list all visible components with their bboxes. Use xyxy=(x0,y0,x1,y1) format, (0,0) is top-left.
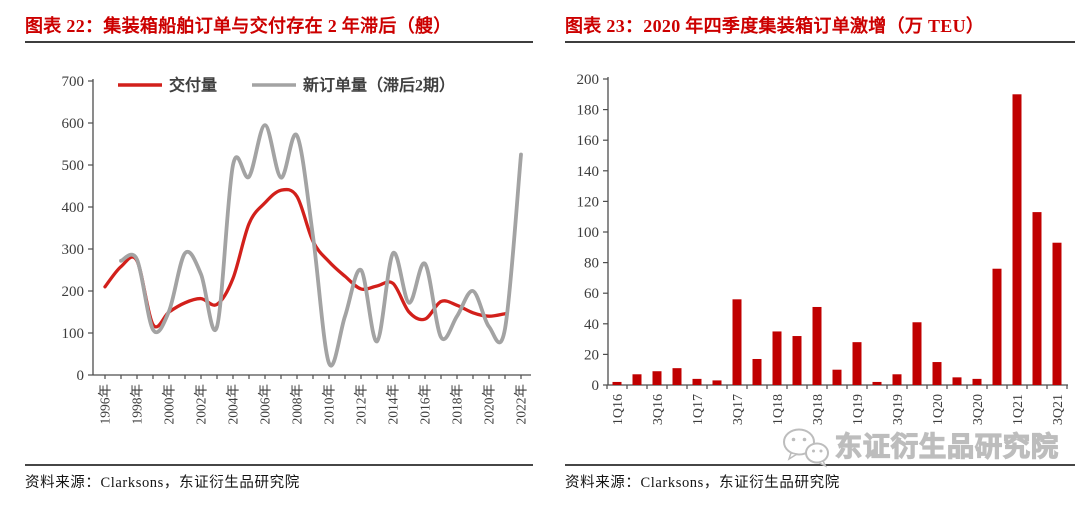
bar-2Q21 xyxy=(1032,212,1042,385)
y-tick-label: 200 xyxy=(577,72,600,88)
x-tick-label: 2002年 xyxy=(194,384,209,425)
bar-3Q17 xyxy=(732,299,742,385)
bar-2Q19 xyxy=(872,381,882,385)
bar-4Q16 xyxy=(672,368,682,385)
y-tick-label: 80 xyxy=(584,256,599,272)
bar-3Q19 xyxy=(892,374,902,385)
y-tick-label: 100 xyxy=(62,326,85,342)
y-tick-label: 700 xyxy=(62,74,85,90)
x-tick-label: 2022年 xyxy=(514,384,529,425)
y-tick-label: 200 xyxy=(62,284,85,300)
x-tick-label: 3Q16 xyxy=(651,394,666,425)
x-tick-label: 1Q19 xyxy=(851,394,866,425)
y-tick-label: 60 xyxy=(584,286,599,302)
bar-4Q19 xyxy=(912,322,922,385)
y-tick-label: 180 xyxy=(577,103,600,119)
x-tick-label: 3Q18 xyxy=(811,394,826,425)
bar-3Q20 xyxy=(972,378,982,385)
bar-2Q18 xyxy=(792,336,802,385)
figure-23-source: 资料来源：Clarksons，东证衍生品研究院 xyxy=(565,475,840,491)
x-tick-label: 2006年 xyxy=(258,384,273,425)
x-tick-label: 2004年 xyxy=(226,384,241,425)
y-tick-label: 400 xyxy=(62,200,85,216)
x-tick-label: 1Q18 xyxy=(771,394,786,425)
bar-4Q18 xyxy=(832,369,842,385)
bar-4Q20 xyxy=(992,268,1002,385)
new-orders-line xyxy=(119,123,523,368)
x-tick-label: 1998年 xyxy=(130,384,145,425)
figure-22-source-divider xyxy=(25,464,533,466)
y-tick-label: 120 xyxy=(577,194,600,210)
x-tick-label: 3Q20 xyxy=(971,394,986,425)
figure-23-source-divider xyxy=(565,464,1075,466)
bar-4Q17 xyxy=(752,358,762,385)
bar-2Q17 xyxy=(712,380,722,385)
bar-3Q21 xyxy=(1052,242,1062,385)
bar-1Q21 xyxy=(1012,94,1022,386)
y-tick-label: 160 xyxy=(577,133,600,149)
x-tick-label: 1996年 xyxy=(98,384,113,425)
x-tick-label: 1Q17 xyxy=(691,394,706,425)
y-tick-label: 40 xyxy=(584,317,599,333)
x-tick-label: 1Q20 xyxy=(931,394,946,425)
y-tick-label: 20 xyxy=(584,347,599,363)
legend-label: 交付量 xyxy=(169,76,217,95)
figure-22-title: 图表 22：集装箱船舶订单与交付存在 2 年滞后（艘） xyxy=(25,16,452,36)
x-tick-label: 2012年 xyxy=(354,384,369,425)
x-tick-label: 2018年 xyxy=(450,384,465,425)
container-orders-bar-chart: 0 20 40 60 80 100 120 140 160 180 200 1Q16 3Q16 1Q17 3… xyxy=(577,72,1068,425)
x-tick-label: 2016年 xyxy=(418,384,433,425)
wechat-icon xyxy=(783,428,829,468)
y-tick-label: 500 xyxy=(62,158,85,174)
bar-1Q19 xyxy=(852,342,862,385)
x-tick-label: 2000年 xyxy=(162,384,177,425)
y-tick-label: 600 xyxy=(62,116,85,132)
y-tick-label: 140 xyxy=(577,164,600,180)
watermark: 东证衍生品研究院 xyxy=(779,426,1059,468)
x-tick-label: 2014年 xyxy=(386,384,401,425)
watermark-text: 东证衍生品研究院 xyxy=(834,431,1059,462)
bar-1Q20 xyxy=(932,362,942,385)
bar-2Q20 xyxy=(952,377,962,385)
figure-23-title-underline xyxy=(565,41,1075,43)
y-tick-label: 0 xyxy=(77,368,85,384)
x-tick-label: 2010年 xyxy=(322,384,337,425)
y-tick-label: 100 xyxy=(577,225,600,241)
y-tick-label: 0 xyxy=(592,378,600,394)
bar-3Q16 xyxy=(652,371,662,385)
figure-23-title: 图表 23：2020 年四季度集装箱订单激增（万 TEU） xyxy=(565,16,985,36)
bar-2Q16 xyxy=(632,374,642,385)
bar-1Q17 xyxy=(692,378,702,385)
x-tick-label: 3Q19 xyxy=(891,394,906,425)
delivery-orders-line-chart: 0 100 200 300 400 500 600 700 1996年 1998年 2000年 200… xyxy=(62,74,531,425)
figure-22-title-underline xyxy=(25,41,533,43)
figure-22-source: 资料来源：Clarksons，东证衍生品研究院 xyxy=(25,475,300,491)
x-tick-label: 2008年 xyxy=(290,384,305,425)
delivery-volume-line xyxy=(103,187,507,329)
y-tick-label: 300 xyxy=(62,242,85,258)
bar-3Q18 xyxy=(812,306,822,385)
legend-label: 新订单量（滞后2期） xyxy=(303,76,455,95)
x-tick-label: 3Q17 xyxy=(731,394,746,425)
x-tick-label: 3Q21 xyxy=(1051,394,1066,425)
x-tick-label: 1Q16 xyxy=(611,394,626,425)
bar-1Q16 xyxy=(612,381,622,385)
x-tick-label: 2020年 xyxy=(482,384,497,425)
bar-1Q18 xyxy=(772,331,782,385)
x-tick-label: 1Q21 xyxy=(1011,394,1026,425)
